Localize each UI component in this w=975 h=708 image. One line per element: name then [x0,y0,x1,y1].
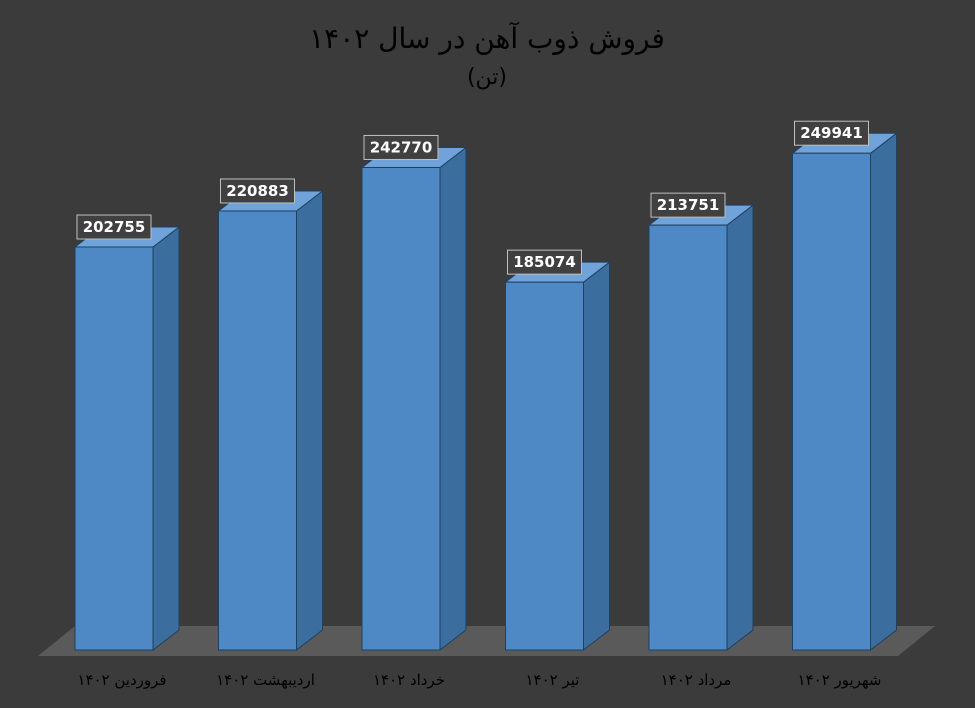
data-label-box [363,134,439,160]
bar-front [218,210,297,651]
bar-3 [360,146,468,652]
category-label-2: اردیبهشت ۱۴۰۲ [216,671,315,689]
chart-subtitle: (تن) [467,65,507,90]
data-label-box [650,192,726,218]
data-label-4: 185074 [507,249,582,275]
data-label-text: 185074 [513,253,576,271]
bar-side [870,132,897,652]
data-label-box [220,178,295,204]
bar-side [583,261,610,652]
data-label-box [507,249,582,275]
data-label-5: 213751 [650,192,726,218]
bar-side [726,204,754,652]
bar-group [73,132,898,652]
bar-front [792,152,871,651]
data-label-box [76,214,152,240]
data-label-text: 249941 [800,124,863,142]
data-label-text: 242770 [370,138,433,156]
data-label-text: 202755 [83,218,146,236]
data-label-box [794,120,869,146]
data-label-6: 249941 [794,120,869,146]
category-label-5: مرداد ۱۴۰۲ [661,671,732,689]
bar-2 [217,189,324,652]
category-label-3: خرداد ۱۴۰۲ [373,671,445,689]
bar-front [648,224,728,651]
bar-1 [73,225,181,652]
data-label-3: 242770 [363,134,439,160]
bar-front [74,246,154,651]
bar-6 [791,132,898,652]
category-label-6: شهریور ۱۴۰۲ [798,671,882,689]
data-label-group: 202755 220883 242770 185074 213751 249941 [76,120,869,275]
data-label-2: 220883 [220,178,295,204]
bar-front [505,281,584,651]
bar-5 [647,204,755,652]
category-label-1: فروردین ۱۴۰۲ [77,671,166,689]
data-label-1: 202755 [76,214,152,240]
category-label-group: فروردین ۱۴۰۲ اردیبهشت ۱۴۰۲ خرداد ۱۴۰۲ تیر ۱… [77,671,881,689]
bar-side [152,225,180,652]
bar-side [296,189,323,652]
bar-side [439,146,467,652]
bar-4 [504,261,611,652]
data-label-text: 220883 [226,182,289,200]
bar-front [361,166,441,651]
chart-title: فروش ذوب آهن در سال ۱۴۰۲ [309,22,665,55]
data-label-text: 213751 [657,196,720,214]
category-label-4: تیر ۱۴۰۲ [526,671,580,689]
